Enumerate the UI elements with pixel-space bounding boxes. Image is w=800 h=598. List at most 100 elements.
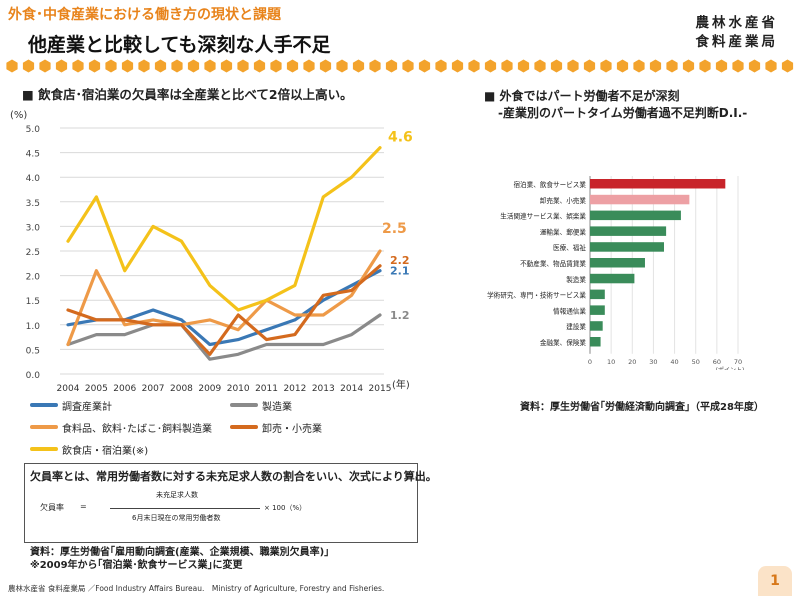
y-tick-label: 2.0 xyxy=(26,273,41,283)
x-axis-label: (ポイント) xyxy=(716,366,745,370)
hexagon-mark xyxy=(303,59,315,73)
category-label: 金融業、保険業 xyxy=(540,338,587,347)
x-tick-label: 2009 xyxy=(198,384,221,394)
legend-swatch xyxy=(230,403,258,407)
category-label: 情報通信業 xyxy=(553,306,586,315)
legend-swatch xyxy=(30,403,58,407)
x-tick-label: 50 xyxy=(692,358,700,366)
hexagon-mark xyxy=(171,59,183,73)
hexagon-mark xyxy=(468,59,480,73)
series-end-label: 2.5 xyxy=(382,221,407,237)
hexagon-mark xyxy=(336,59,348,73)
y-tick-label: 5.0 xyxy=(26,125,41,135)
series-end-label: 2.1 xyxy=(390,265,410,278)
legend-label: 製造業 xyxy=(262,402,292,413)
legend-label: 食料品、飲料･たばこ･飼料製造業 xyxy=(62,424,212,435)
x-tick-label: 20 xyxy=(628,358,636,366)
category-label: 建設業 xyxy=(566,322,586,331)
hexagon-mark xyxy=(88,59,101,73)
hexagon-mark xyxy=(501,59,513,73)
hexagon-mark xyxy=(402,59,414,73)
right-heading-line-2: -産業別のパートタイム労働者過不足判断D.I.- xyxy=(498,106,748,120)
formula-denominator: 6月末日現在の常用労働者数 xyxy=(132,514,221,522)
x-tick-label: 2005 xyxy=(85,384,108,394)
left-section-heading: ■ 飲食店･宿泊業の欠員率は全産業と比べて2倍以上高い。 xyxy=(22,87,353,102)
ministry-line-2: 食料産業局 xyxy=(695,34,778,50)
formula-multiplier: × 100（%） xyxy=(264,504,307,512)
hexagon-mark xyxy=(352,59,365,73)
hexagon-mark xyxy=(385,59,398,73)
y-tick-label: 4.5 xyxy=(26,150,40,160)
hexagon-mark xyxy=(715,59,728,73)
page-title: 他産業と比較しても深刻な人手不足 xyxy=(28,34,331,56)
hexagon-mark xyxy=(732,59,744,73)
bar xyxy=(590,226,667,236)
category-label: 卸売業、小売業 xyxy=(540,196,587,205)
hexagon-mark xyxy=(39,59,51,73)
y-tick-label: 3.0 xyxy=(26,223,41,233)
formula-numerator: 未充足求人数 xyxy=(156,491,198,499)
hexagon-mark xyxy=(567,59,579,73)
formula-box xyxy=(24,463,418,543)
hexagon-mark xyxy=(154,59,167,73)
hexagon-mark xyxy=(270,59,282,73)
hexagon-mark xyxy=(253,59,266,73)
series-end-label: 2.2 xyxy=(390,254,410,267)
series-line xyxy=(66,146,382,312)
hexagon-mark xyxy=(600,59,612,73)
formula-label: 欠員率 xyxy=(40,503,64,512)
line-chart-source-line-2: ※2009年から｢宿泊業･飲食サービス業｣に変更 xyxy=(30,560,243,571)
bar xyxy=(590,273,635,284)
hexagon-mark xyxy=(748,59,761,73)
y-tick-label: 4.0 xyxy=(26,174,41,184)
legend-swatch xyxy=(230,425,258,429)
x-tick-label: 70 xyxy=(734,358,742,366)
hexagon-mark xyxy=(616,59,629,73)
series-line xyxy=(66,249,382,347)
footer-text: 農林水産省 食料産業局 ／Food Industry Affairs Burea… xyxy=(8,584,385,593)
hexagon-mark xyxy=(583,59,596,73)
x-tick-label: 2015 xyxy=(369,384,392,394)
hexagon-mark xyxy=(550,59,563,73)
bar xyxy=(590,242,664,252)
bar xyxy=(590,337,601,347)
hexagon-mark xyxy=(633,59,645,73)
series-end-label: 1.2 xyxy=(390,309,410,322)
hexagon-mark xyxy=(666,59,678,73)
x-tick-label: 2010 xyxy=(227,384,250,394)
bar xyxy=(590,179,726,189)
hexagon-mark xyxy=(435,59,447,73)
hexagon-mark xyxy=(55,59,68,73)
hexagon-mark xyxy=(682,59,695,73)
bar-chart: 0 10 20 30 40 50 60 70(ポイント) 宿泊業、飲食サービス業卸売業、小売業生… xyxy=(487,176,745,370)
x-tick-label: 40 xyxy=(670,358,678,366)
page-subtitle: 外食･中食産業における働き方の現状と課題 xyxy=(8,7,281,23)
hexagon-mark xyxy=(781,59,794,73)
legend-label: 卸売・小売業 xyxy=(262,424,322,435)
hexagon-mark xyxy=(204,59,216,73)
category-label: 製造業 xyxy=(566,275,586,284)
y-tick-label: 1.0 xyxy=(26,322,41,332)
right-section-heading: ■ 外食ではパート労働者不足が深刻 -産業別のパートタイム労働者過不足判断D.I… xyxy=(484,88,747,122)
bar xyxy=(590,210,681,221)
bar xyxy=(590,321,603,331)
bar-chart-source: 資料：厚生労働省｢労働経済動向調査｣（平成28年度） xyxy=(520,402,764,413)
hexagon-mark xyxy=(534,59,546,73)
hexagon-mark xyxy=(649,59,662,73)
y-tick-label: 3.5 xyxy=(26,199,40,209)
hexagon-mark xyxy=(72,59,84,73)
category-label: 不動産業、物品賃貸業 xyxy=(520,259,586,268)
x-tick-label: 2007 xyxy=(142,384,165,394)
bar xyxy=(590,289,605,300)
line-chart-source: 資料：厚生労働省｢雇用動向調査(産業、企業規模、職業別欠員率)｣ ※2009年か… xyxy=(30,546,329,572)
legend-label: 調査産業計 xyxy=(62,402,112,413)
line-chart-source-line-1: 資料：厚生労働省｢雇用動向調査(産業、企業規模、職業別欠員率)｣ xyxy=(30,547,330,558)
formula-equals: = xyxy=(80,502,87,511)
hexagon-mark xyxy=(105,59,117,73)
page-number: 1 xyxy=(758,566,792,596)
bar xyxy=(590,305,605,315)
series-line xyxy=(66,264,382,356)
y-tick-label: 2.5 xyxy=(26,248,40,258)
x-tick-label: 30 xyxy=(649,358,657,366)
x-tick-label: 2011 xyxy=(255,384,278,394)
